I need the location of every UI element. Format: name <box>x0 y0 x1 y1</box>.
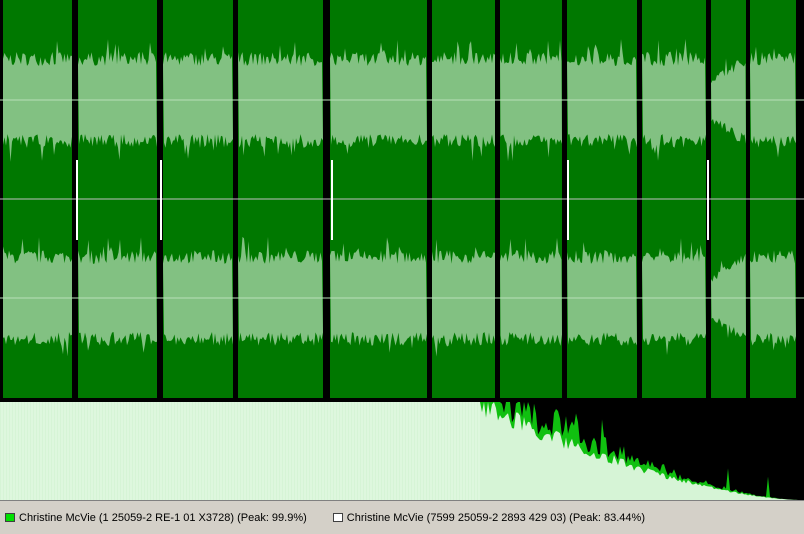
waveform-body <box>238 42 323 157</box>
cue-marker <box>331 160 333 240</box>
waveform-body <box>330 237 427 353</box>
cue-marker <box>160 160 162 240</box>
waveform-body <box>3 40 72 162</box>
waveform-body <box>750 46 796 158</box>
waveform-body <box>238 236 323 346</box>
waveform-body <box>500 40 562 162</box>
waveform-body <box>500 237 562 346</box>
cue-marker <box>76 160 78 240</box>
legend-entry: Christine McVie (7599 25059-2 2893 429 0… <box>332 511 645 524</box>
waveform-body <box>330 39 427 154</box>
legend-swatch <box>332 513 343 522</box>
waveform-body <box>78 237 157 353</box>
waveform-body <box>750 250 796 351</box>
waveform-body <box>711 58 746 144</box>
legend-bar: Christine McVie (1 25059-2 RE-1 01 X3728… <box>0 500 804 534</box>
waveform-body <box>567 242 637 346</box>
legend-entry: Christine McVie (1 25059-2 RE-1 01 X3728… <box>5 512 307 524</box>
waveform-body <box>432 41 495 161</box>
spectrum-white <box>0 402 804 500</box>
waveform-body <box>3 237 72 357</box>
legend-swatch <box>5 513 15 522</box>
waveform-body <box>711 253 746 338</box>
legend-label: Christine McVie (1 25059-2 RE-1 01 X3728… <box>19 511 307 524</box>
waveform-body <box>567 39 637 155</box>
waveform-body <box>642 238 706 356</box>
cue-marker <box>707 160 709 240</box>
waveform-body <box>163 46 233 159</box>
waveform-view <box>0 0 804 500</box>
cue-marker <box>567 160 569 240</box>
legend-label: Christine McVie (7599 25059-2 2893 429 0… <box>346 511 645 524</box>
